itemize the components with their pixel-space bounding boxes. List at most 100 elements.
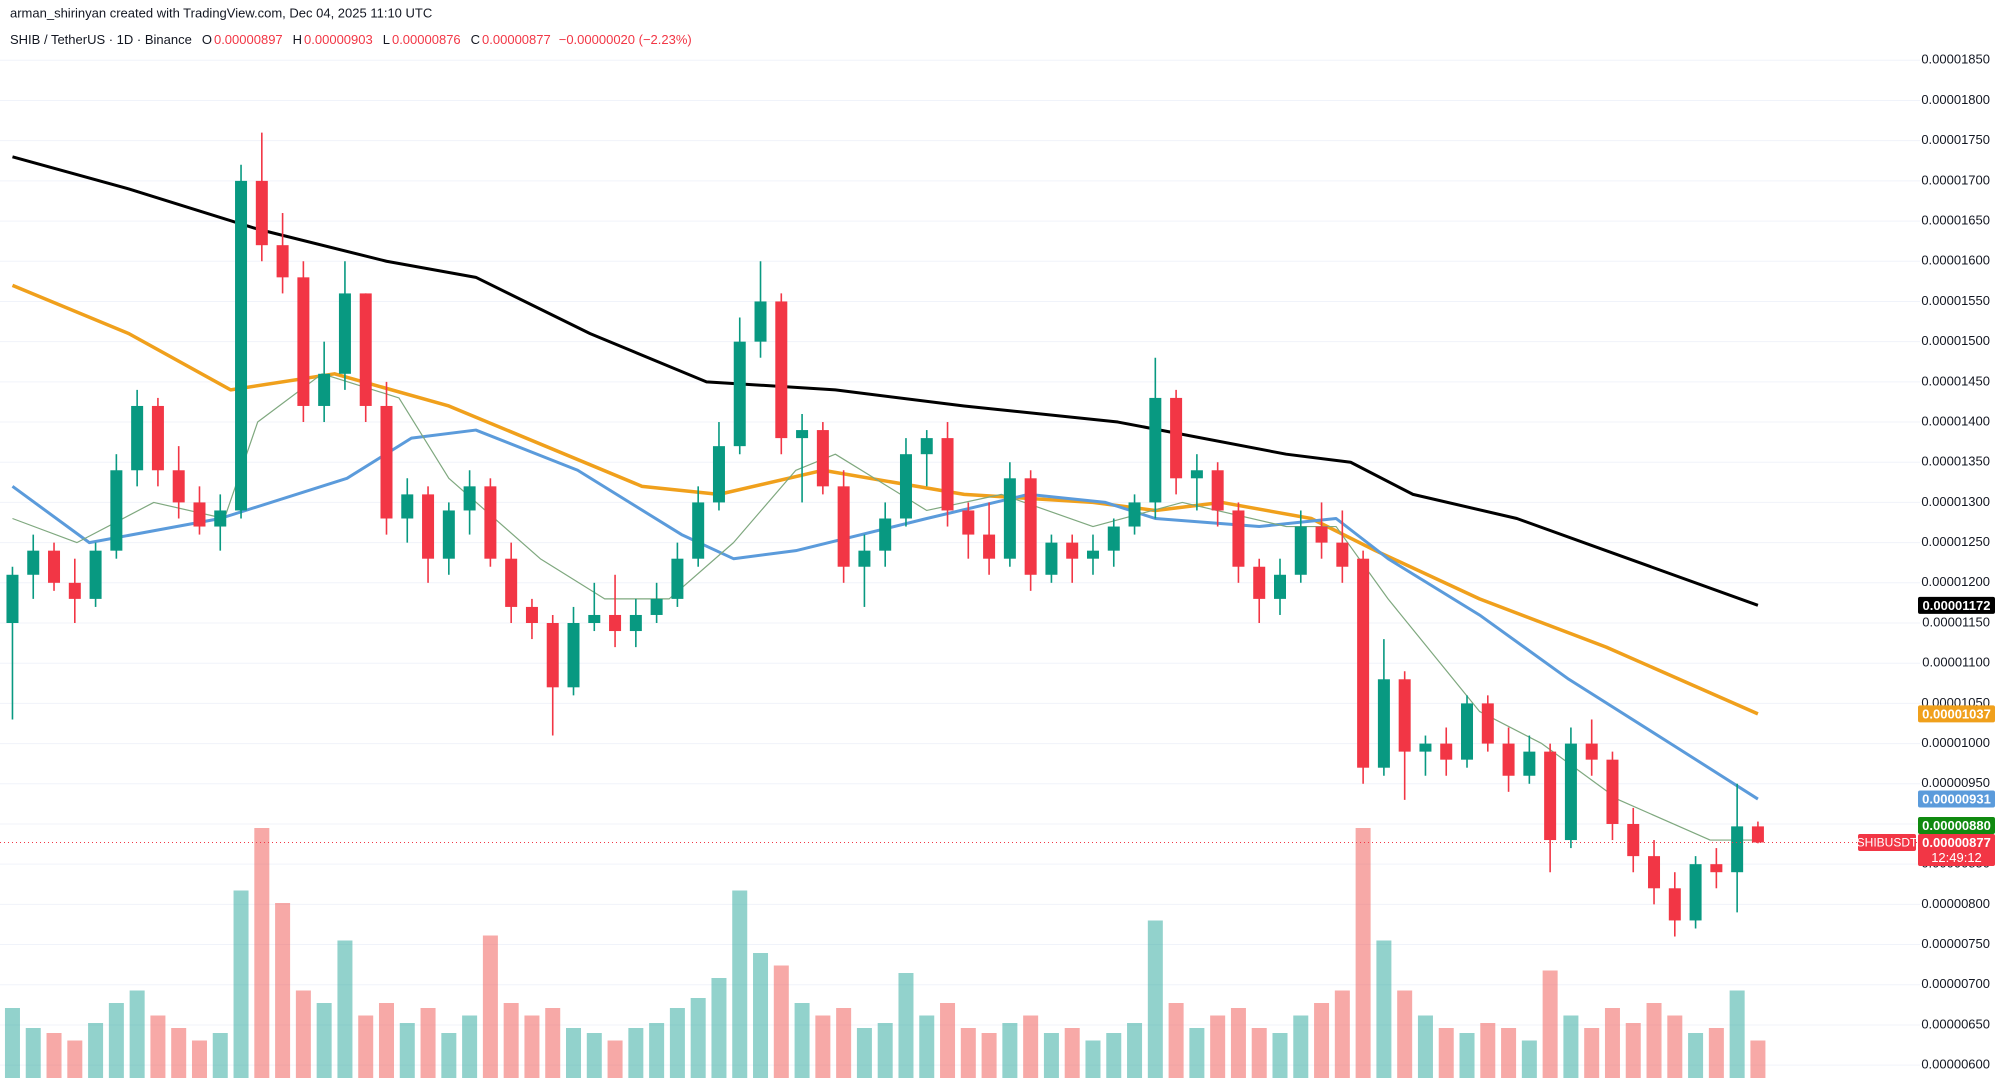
candle-body (1627, 823, 1640, 857)
candle-body (1170, 397, 1183, 479)
y-tick-label: 0.00000650 (1921, 1016, 1990, 1031)
legend-item: −0.00000020 (−2.23%) (559, 32, 692, 47)
candle-body (525, 606, 538, 624)
volume-bar (940, 1003, 956, 1078)
candle-body (1003, 478, 1016, 559)
volume-bar (815, 1015, 831, 1078)
volume-bar (1521, 1040, 1537, 1078)
price-label-box (1918, 816, 1995, 834)
price-labels: 0.00001172 0.00001037 0.00000931 0.00000880… (1857, 596, 1995, 866)
y-tick-label: 0.00001750 (1921, 132, 1990, 147)
candle-body (796, 430, 809, 439)
candle-body (546, 623, 559, 688)
y-tick-label: 0.00001150 (1922, 614, 1990, 629)
y-tick-label: 0.00001300 (1921, 494, 1990, 509)
volume-bar (649, 1023, 665, 1078)
byline: arman_shirinyan created with TradingView… (10, 5, 432, 20)
candle-body (1024, 478, 1037, 575)
price-label-box (1918, 833, 1995, 866)
candle-body (297, 277, 310, 406)
candle-body (650, 598, 663, 615)
legend-item: H (293, 32, 302, 47)
volume-bar (275, 903, 291, 1078)
price-label: 0.00000931 (1922, 791, 1991, 806)
candle-body (712, 446, 725, 503)
y-tick-label: 0.00001400 (1921, 413, 1990, 428)
volume-bar (773, 965, 789, 1078)
candle-body (1751, 826, 1764, 843)
volume-bar (1334, 990, 1350, 1078)
candle-body (879, 518, 892, 551)
candle-body (1086, 550, 1099, 559)
candle-body (1564, 743, 1577, 841)
candle-body (1523, 751, 1536, 776)
legend-item: SHIB / TetherUS · 1D · Binance (10, 32, 192, 47)
volume-bar (420, 1008, 436, 1078)
volume-bar (753, 953, 769, 1078)
price-label: 0.00000880 (1922, 818, 1991, 833)
volume-bar (545, 1008, 561, 1078)
volume-bar (1688, 1033, 1704, 1078)
legend: SHIB / TetherUS · 1D · Binance O 0.0000089… (10, 32, 692, 47)
y-tick-label: 0.00001350 (1921, 454, 1990, 469)
candle-body (733, 341, 746, 447)
volume-bar (1085, 1040, 1101, 1078)
candle-body (567, 623, 580, 688)
volume-bar (1604, 1008, 1620, 1078)
volume-bar (1168, 1003, 1184, 1078)
candle-body (1357, 558, 1370, 768)
y-tick-label: 0.00001250 (1921, 534, 1990, 549)
volume-bar (1147, 920, 1163, 1078)
candle-body (1481, 703, 1494, 744)
candle-body (359, 293, 372, 406)
candle-body (1128, 502, 1141, 527)
y-tick-label: 0.00001650 (1921, 213, 1990, 228)
moving-average (12, 155, 1759, 607)
candle-body (962, 510, 975, 535)
volume-bar (836, 1008, 852, 1078)
candles (0, 132, 1920, 937)
candle-body (1689, 864, 1702, 921)
volume-bar (877, 1023, 893, 1078)
legend-item: 0.00000897 (214, 32, 283, 47)
candle-body (338, 293, 351, 374)
volume-bar (1417, 1015, 1433, 1078)
y-tick-label: 0.00000600 (1921, 1057, 1990, 1072)
moving-average (12, 373, 1758, 841)
candle-body (692, 502, 705, 559)
candle-body (172, 470, 185, 503)
candle-body (484, 486, 497, 559)
candle-body (1211, 470, 1224, 511)
volume-bar (1230, 1008, 1246, 1078)
volume-bar (462, 1015, 478, 1078)
volume (4, 828, 1766, 1078)
legend-item: 0.00000877 (482, 32, 551, 47)
y-tick-label: 0.00000700 (1921, 976, 1990, 991)
volume-bar (690, 998, 706, 1078)
candle-body (1544, 751, 1557, 841)
y-tick-label: 0.00001000 (1921, 735, 1990, 750)
price-label-box (1918, 790, 1995, 808)
grid (0, 59, 1920, 1066)
volume-bar (960, 1028, 976, 1078)
volume-bar (1625, 1023, 1641, 1078)
legend-item: O (202, 32, 212, 47)
candle-body (837, 486, 850, 567)
moving-averages (11, 155, 1759, 841)
candle-body (214, 510, 227, 527)
volume-bar (1127, 1023, 1143, 1078)
y-tick-label: 0.00000800 (1921, 896, 1990, 911)
candle-body (276, 245, 289, 278)
candle-body (1294, 526, 1307, 575)
volume-bar (88, 1023, 104, 1078)
y-tick-label: 0.00000750 (1921, 936, 1990, 951)
volume-bar (399, 1023, 415, 1078)
volume-bar (254, 828, 270, 1078)
y-tick-label: 0.00001450 (1921, 373, 1990, 388)
candle-body (1668, 888, 1681, 921)
candle-body (1232, 510, 1245, 567)
candle-body (1648, 856, 1661, 889)
volume-bar (1376, 940, 1392, 1078)
volume-bar (1480, 1023, 1496, 1078)
